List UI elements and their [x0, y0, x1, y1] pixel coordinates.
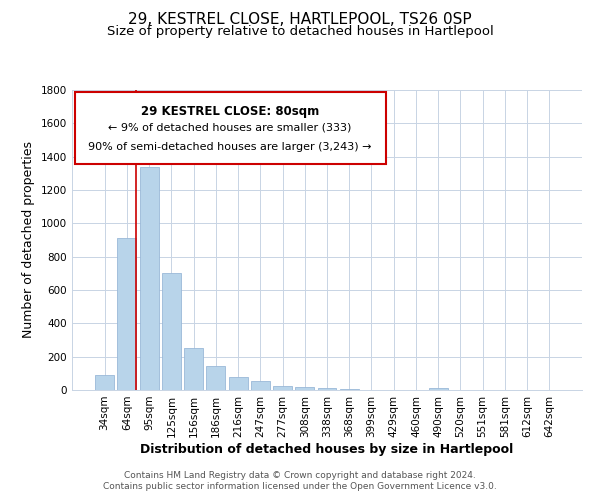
Bar	[317, 388, 337, 390]
Bar	[251, 382, 270, 390]
Bar	[273, 386, 292, 390]
Bar	[340, 389, 359, 390]
Bar	[429, 388, 448, 390]
X-axis label: Distribution of detached houses by size in Hartlepool: Distribution of detached houses by size …	[140, 442, 514, 456]
Text: ← 9% of detached houses are smaller (333): ← 9% of detached houses are smaller (333…	[109, 123, 352, 133]
Bar	[140, 166, 158, 390]
Text: Size of property relative to detached houses in Hartlepool: Size of property relative to detached ho…	[107, 25, 493, 38]
Text: 90% of semi-detached houses are larger (3,243) →: 90% of semi-detached houses are larger (…	[88, 142, 372, 152]
Text: 29, KESTREL CLOSE, HARTLEPOOL, TS26 0SP: 29, KESTREL CLOSE, HARTLEPOOL, TS26 0SP	[128, 12, 472, 28]
Text: 29 KESTREL CLOSE: 80sqm: 29 KESTREL CLOSE: 80sqm	[141, 105, 319, 118]
Bar	[162, 274, 181, 390]
FancyBboxPatch shape	[74, 92, 386, 164]
Bar	[95, 375, 114, 390]
Y-axis label: Number of detached properties: Number of detached properties	[22, 142, 35, 338]
Text: Contains HM Land Registry data © Crown copyright and database right 2024.: Contains HM Land Registry data © Crown c…	[124, 471, 476, 480]
Bar	[184, 348, 203, 390]
Bar	[229, 376, 248, 390]
Bar	[206, 366, 225, 390]
Bar	[118, 238, 136, 390]
Bar	[295, 386, 314, 390]
Text: Contains public sector information licensed under the Open Government Licence v3: Contains public sector information licen…	[103, 482, 497, 491]
